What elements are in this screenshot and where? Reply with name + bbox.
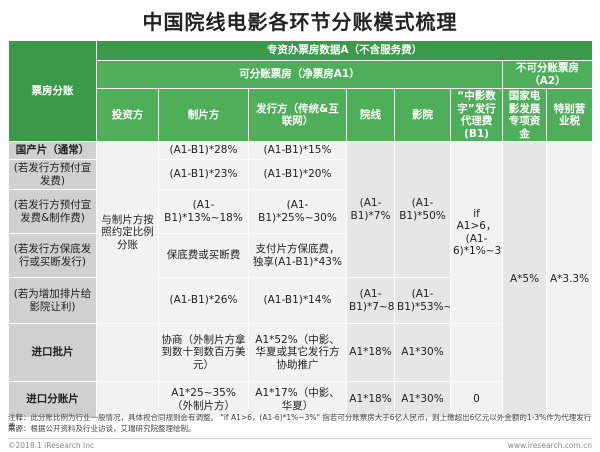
row-label: (若发行方预付宣发费&制作费) [8,189,97,234]
row-label-header: 票房分账 [8,40,97,142]
agency-fee: 0 [450,381,503,418]
row-label: 进口批片 [8,323,97,382]
distributor-share: (A1-B1)*14% [248,277,347,324]
col-fund: 国家电影发展专项资金 [502,88,547,142]
col-cinema-chain: 院线 [346,88,395,142]
producer-share: 协商（外制片方拿到数十到数百万美元） [158,323,249,382]
row-label: (若发行方保底发行或买断发行) [8,233,97,278]
agency-fee: if A1>6，(A1-6)*1%~3% [450,141,503,324]
source-note: 来源：根据公开资料及行业访谈，艾瑞研究院整理绘制。 [8,424,196,433]
cinema-share: A1*30% [394,323,451,382]
copyright: ©2018.1 iResearch Inc [8,441,95,450]
producer-share: (A1-B1)*23% [158,159,249,190]
agency-fee [450,323,503,382]
col-producer: 制片方 [158,88,249,142]
cinema-share: (A1-B1)*53%~55% [394,277,451,324]
cinema-chain-share: (A1-B1)*7~8% [346,277,395,324]
col-distributor: 发行方（传统&互联网） [248,88,347,142]
row-label: 国产片（通常） [8,141,97,160]
fund-share: A*5% [502,141,547,418]
producer-share: 保底费或买断费 [158,233,249,278]
investor-share: 与制片方按照约定比例分账 [96,141,159,324]
col-cinema: 影院 [394,88,451,142]
cinema-chain-share: A1*18% [346,381,395,418]
investor-share [96,323,159,382]
footer: ©2018.1 iResearch Inc www.iresearch.com.… [8,438,592,450]
cinema-chain-share: (A1-B1)*7% [346,141,395,278]
cinema-chain-share: A1*18% [346,323,395,382]
header-nonshareable: 不可分账票房（A2） [501,60,594,89]
distributor-share: (A1-B1)*20% [248,159,347,190]
col-tax: 特别营业税 [545,88,594,142]
cinema-share: A1*30% [394,381,451,418]
col-investor: 投资方 [96,88,159,142]
producer-share: (A1-B1)*13%~18% [158,189,249,234]
row-label: (若为增加排片给影院让利) [8,277,97,324]
tax-share: A*3.3% [545,141,594,418]
row-label: 进口分账片 [8,381,97,418]
producer-share: (A1-B1)*26% [158,277,249,324]
revenue-share-table: 票房分账 专资办票房数据A（不含服务费） 可分账票房（净票房A1） 不可分账票房… [8,40,594,418]
distributor-share: (A1-B1)*15% [248,141,347,160]
footnote: 注释：此分账比例为行业一般情况，具体视合同规则会有调整。 "if A1>6，(A… [8,413,592,431]
producer-share: A1*25~35%（外制片方） [158,381,249,418]
header-total-box-office: 专资办票房数据A（不含服务费） [95,40,594,61]
col-agency-fee: “中影数字”发行代理费(B1) [450,88,503,142]
row-label: (若发行方预付宣发费) [8,159,97,190]
cinema-share: (A1-B1)*50% [394,141,451,278]
distributor-share: A1*52%（中影、华夏或其它发行方协助推广 [248,323,347,382]
website-link[interactable]: www.iresearch.com.cn [507,441,592,450]
header-shareable: 可分账票房（净票房A1） [96,60,503,89]
distributor-share: 支付片方保底费，独享(A1-B1)*43% [248,233,347,278]
distributor-share: A1*17%（中影、华夏） [248,381,347,418]
distributor-share: (A1-B1)*25%~30% [248,189,347,234]
producer-share: (A1-B1)*28% [158,141,249,160]
page-title: 中国院线电影各环节分账模式梳理 [142,10,458,34]
